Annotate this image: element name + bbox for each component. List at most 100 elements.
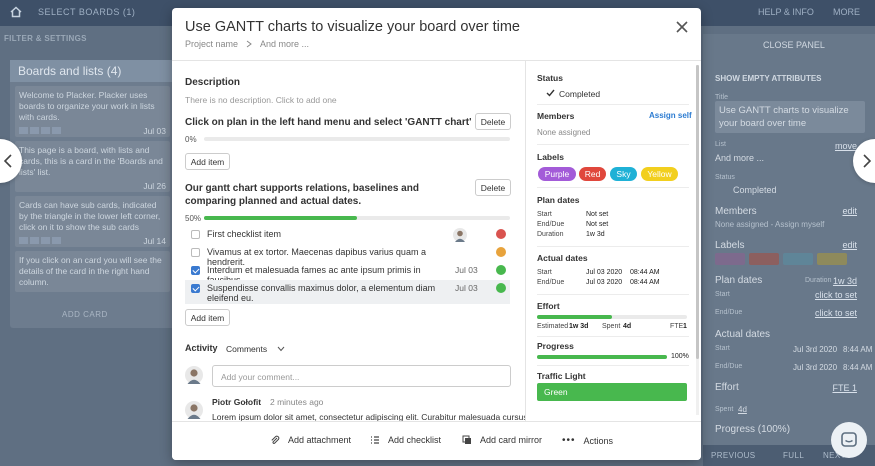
breadcrumb-project[interactable]: Project name <box>185 39 239 49</box>
traffic-light-select[interactable]: Green <box>537 383 687 401</box>
next-card-button[interactable] <box>853 139 875 183</box>
label-pill[interactable]: Purple <box>538 167 576 181</box>
avatar <box>453 228 467 242</box>
spent-value[interactable]: 4d <box>738 405 747 414</box>
fte-value[interactable]: 1 <box>683 323 687 330</box>
checklist-item[interactable]: Suspendisse convallis maximus dolor, a e… <box>185 280 510 304</box>
add-item-button[interactable]: Add item <box>185 309 230 326</box>
list-card[interactable]: Welcome to Placker. Placker uses boards … <box>15 86 170 137</box>
progress-bar[interactable] <box>537 355 667 359</box>
actual-end-time[interactable]: 08:44 AM <box>630 279 660 286</box>
full-button[interactable]: FULL <box>783 451 805 460</box>
actions-label: Actions <box>583 435 614 446</box>
actual-end-date[interactable]: Jul 03 2020 <box>586 279 623 286</box>
next-button[interactable]: NEXT <box>823 451 846 460</box>
checklist-title[interactable]: Our gantt chart supports relations, base… <box>185 183 419 207</box>
status-dot[interactable] <box>496 283 506 293</box>
members-edit-link[interactable]: edit <box>842 206 857 216</box>
delete-checklist-button[interactable]: Delete <box>475 113 511 130</box>
status-dot[interactable] <box>496 265 506 275</box>
card-title[interactable]: Use GANTT charts to visualize your board… <box>185 19 520 35</box>
spent-value[interactable]: 4d <box>623 323 632 330</box>
plan-end-set-link[interactable]: click to set <box>814 308 857 318</box>
close-icon[interactable] <box>675 20 689 34</box>
label-pill[interactable]: Red <box>579 167 606 181</box>
add-checklist-button[interactable]: Add checklist <box>370 435 441 445</box>
list-field-label: List <box>715 141 726 148</box>
list-card[interactable]: If you click on an card you will see the… <box>15 251 170 292</box>
plan-dates-heading: Plan dates <box>715 275 763 286</box>
list-field-value: And more ... <box>715 153 765 163</box>
title-field[interactable]: Use GANTT charts to visualize your board… <box>715 101 865 133</box>
prev-card-button[interactable] <box>0 139 22 183</box>
actual-start-time[interactable]: 08:44 AM <box>630 269 660 276</box>
actions-button[interactable]: ••• Actions <box>562 435 613 446</box>
bottom-nav: PREVIOUS FULL NEXT <box>703 445 875 466</box>
item-checkbox[interactable] <box>191 230 200 239</box>
list-title: Boards and lists (4) <box>10 60 175 82</box>
more-horizontal-icon: ••• <box>562 435 576 446</box>
actual-end-label: End/Due <box>537 279 565 286</box>
breadcrumb-list[interactable]: And more ... <box>260 39 310 49</box>
duration-value[interactable]: 1w 3d <box>586 231 605 238</box>
board-list: Boards and lists (4) Welcome to Placker.… <box>10 60 175 328</box>
comment-input[interactable]: Add your comment... <box>212 365 511 387</box>
more-menu-button[interactable]: MORE <box>833 7 860 17</box>
help-info-link[interactable]: HELP & INFO <box>758 7 814 17</box>
comment-time: 2 minutes ago <box>270 397 324 407</box>
checklist-item[interactable]: Interdum et malesuada fames ac ante ipsu… <box>185 262 510 285</box>
item-text[interactable]: Suspendisse convallis maximus dolor, a e… <box>207 283 436 303</box>
plan-start-set-link[interactable]: click to set <box>814 290 857 300</box>
labels-edit-link[interactable]: edit <box>842 240 857 250</box>
add-card-button[interactable]: ADD CARD <box>62 310 108 319</box>
avatar <box>185 401 203 419</box>
actual-start-date[interactable]: Jul 03 2020 <box>586 269 623 276</box>
card-date: Jul 03 <box>143 126 166 136</box>
checklist-item[interactable]: Vivamus at ex tortor. Maecenas dapibus v… <box>185 244 510 267</box>
actual-end-time: 8:44 AM <box>843 363 873 372</box>
status-dot[interactable] <box>496 229 506 239</box>
close-panel-button[interactable]: CLOSE PANEL <box>763 40 825 50</box>
item-date[interactable]: Jul 03 <box>455 265 478 275</box>
add-attachment-button[interactable]: Add attachment <box>270 435 351 445</box>
move-link[interactable]: move <box>834 141 857 151</box>
status-value[interactable]: Completed <box>559 89 601 99</box>
chat-support-button[interactable] <box>831 422 867 458</box>
item-checkbox[interactable] <box>191 284 200 293</box>
delete-checklist-button[interactable]: Delete <box>475 179 511 196</box>
item-text[interactable]: Vivamus at ex tortor. Maecenas dapibus v… <box>207 247 426 267</box>
divider <box>537 187 689 188</box>
effort-fte[interactable]: FTE 1 <box>832 383 857 393</box>
label-pill[interactable]: Sky <box>610 167 637 181</box>
previous-button[interactable]: PREVIOUS <box>711 451 756 460</box>
label-pill[interactable]: Yellow <box>641 167 678 181</box>
checklist-title[interactable]: Click on plan in the left hand menu and … <box>185 117 472 128</box>
show-empty-attributes[interactable]: SHOW EMPTY ATTRIBUTES <box>715 74 822 83</box>
item-text[interactable]: First checklist item <box>207 229 282 239</box>
assign-self-link[interactable]: Assign self <box>649 111 692 120</box>
effort-heading: Effort <box>715 382 739 393</box>
home-icon[interactable] <box>10 6 22 18</box>
filter-settings-toggle[interactable]: FILTER & SETTINGS <box>4 34 87 43</box>
list-card[interactable]: Cards can have sub cards, indicated by t… <box>15 196 170 247</box>
plan-start-value[interactable]: Not set <box>586 211 609 218</box>
add-card-mirror-button[interactable]: Add card mirror <box>462 435 542 445</box>
effort-bar <box>537 315 687 319</box>
add-item-button[interactable]: Add item <box>185 153 230 170</box>
status-dot[interactable] <box>496 247 506 257</box>
status-field-value[interactable]: Completed <box>733 185 777 195</box>
card-text: This page is a board, with lists and car… <box>19 145 163 177</box>
description-placeholder[interactable]: There is no description. Click to add on… <box>185 95 337 105</box>
item-checkbox[interactable] <box>191 266 200 275</box>
activity-filter-dropdown[interactable]: Comments <box>226 344 285 354</box>
select-boards-button[interactable]: SELECT BOARDS (1) <box>38 7 136 17</box>
item-date[interactable]: Jul 03 <box>455 283 478 293</box>
scrollbar-thumb[interactable] <box>696 65 699 359</box>
divider <box>537 294 689 295</box>
duration-value[interactable]: 1w 3d <box>832 276 857 286</box>
plan-end-value[interactable]: Not set <box>586 221 609 228</box>
item-checkbox[interactable] <box>191 248 200 257</box>
checklist-item[interactable]: First checklist item <box>185 226 510 244</box>
list-card[interactable]: This page is a board, with lists and car… <box>15 141 170 192</box>
estimated-value[interactable]: 1w 3d <box>569 323 589 330</box>
